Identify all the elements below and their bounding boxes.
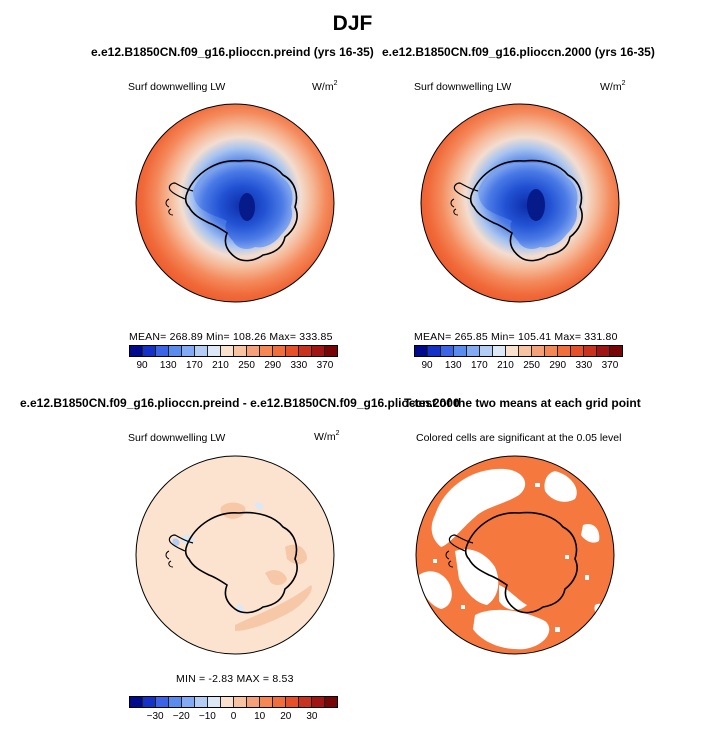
- panel2-colorbar-tick-label: 370: [601, 360, 619, 371]
- panel3-units: W/m2: [314, 430, 340, 443]
- panel4-subtitle: Colored cells are significant at the 0.0…: [416, 432, 622, 444]
- panel1-colorbar-tick-label: 130: [159, 360, 177, 371]
- panel1-colorbar-swatch: [286, 346, 299, 356]
- panel3-colorbar-tick-label: 20: [280, 711, 292, 722]
- panel3-colorbar-swatch: [260, 697, 273, 707]
- panel2-colorbar-tick-label: 290: [549, 360, 567, 371]
- panel3-colorbar-swatch: [273, 697, 286, 707]
- panel1-colorbar-swatch: [195, 346, 208, 356]
- panel2-colorbar-tick-label: 250: [523, 360, 540, 371]
- panel2-colorbar-swatch: [493, 346, 506, 356]
- panel1-colorbar-swatch: [312, 346, 325, 356]
- panel1-units: W/m2: [312, 80, 338, 93]
- panel3-colorbar-swatch: [195, 697, 208, 707]
- panel1-colorbar-swatch: [208, 346, 221, 356]
- panel3-colorbar-swatch: [312, 697, 325, 707]
- panel1-colorbar-tick-label: 210: [212, 360, 229, 371]
- panel1-colorbar-swatch: [130, 346, 143, 356]
- panel2-variable-label: Surf downwelling LW: [414, 81, 512, 93]
- panel2-colorbar-swatch: [545, 346, 558, 356]
- panel3-colorbar-swatch: [234, 697, 247, 707]
- panel1-colorbar-tick-label: 170: [185, 360, 203, 371]
- panel3-colorbar-tick-label: 30: [306, 711, 318, 722]
- panel2-stats: MEAN= 265.85 Min= 105.41 Max= 331.80: [414, 331, 618, 343]
- panel3-case-title: e.e12.B1850CN.f09_g16.plioccn.preind - e…: [20, 396, 460, 410]
- panel1-variable-label: Surf downwelling LW: [128, 81, 226, 93]
- panel1-colorbar-swatch: [143, 346, 156, 356]
- main-title: DJF: [332, 12, 373, 35]
- panel3-colorbar-swatch: [156, 697, 169, 707]
- panel2-colorbar-swatch: [532, 346, 545, 356]
- panel2-colorbar-tick-label: 90: [421, 360, 433, 371]
- panel1-map: [135, 103, 335, 303]
- panel3-colorbar-swatch: [130, 697, 143, 707]
- panel2-colorbar-swatch: [558, 346, 571, 356]
- panel3-stats: MIN = -2.83 MAX = 8.53: [176, 673, 294, 685]
- panel3-variable-label: Surf downwelling LW: [128, 432, 226, 444]
- panel1-colorbar-tick-label: 90: [136, 360, 148, 371]
- panel2-colorbar-tick-label: 130: [444, 360, 462, 371]
- panel2-colorbar-swatch: [480, 346, 493, 356]
- panel2-colorbar-tick-label: 210: [497, 360, 514, 371]
- panel3-colorbar-tick-label: −30: [146, 711, 164, 722]
- panel3-map: [135, 455, 335, 655]
- panel4-case-title: T-test of the two means at each grid poi…: [404, 396, 641, 410]
- panel4-map: [415, 455, 615, 655]
- panel2-colorbar-swatch: [441, 346, 454, 356]
- panel1-colorbar-swatch: [273, 346, 286, 356]
- panel2-colorbar-swatch: [467, 346, 480, 356]
- panel3-colorbar-swatch: [299, 697, 312, 707]
- panel1-colorbar-swatch: [182, 346, 195, 356]
- panel1-colorbar-swatch: [234, 346, 247, 356]
- panel3-colorbar-tick-label: 10: [254, 711, 266, 722]
- panel2-colorbar: [414, 345, 623, 357]
- panel2-colorbar-swatch: [454, 346, 467, 356]
- panel3-colorbar-tick-label: 0: [230, 711, 237, 722]
- panel1-stats: MEAN= 268.89 Min= 108.26 Max= 333.85: [129, 331, 333, 343]
- panel2-colorbar-swatch: [506, 346, 519, 356]
- panel2-colorbar-swatch: [428, 346, 441, 356]
- panel2-colorbar-swatch: [519, 346, 532, 356]
- panel2-colorbar-tick-label: 170: [470, 360, 488, 371]
- panel3-colorbar-swatch: [221, 697, 234, 707]
- panel3-colorbar-swatch: [325, 697, 337, 707]
- panel1-colorbar-swatch: [247, 346, 260, 356]
- panel3-colorbar-swatch: [169, 697, 182, 707]
- panel1-colorbar-swatch: [299, 346, 312, 356]
- panel2-colorbar-swatch: [597, 346, 610, 356]
- panel3-colorbar-tick-label: −10: [198, 711, 216, 722]
- panel1-colorbar-tick-label: 370: [316, 360, 334, 371]
- panel3-colorbar-tick-label: −20: [172, 711, 190, 722]
- panel1-colorbar-tick-label: 330: [290, 360, 308, 371]
- panel1-colorbar-swatch: [221, 346, 234, 356]
- panel3-colorbar-swatch: [286, 697, 299, 707]
- panel3-colorbar-swatch: [143, 697, 156, 707]
- panel1-colorbar-swatch: [156, 346, 169, 356]
- panel2-colorbar-swatch: [571, 346, 584, 356]
- panel1-colorbar-swatch: [260, 346, 273, 356]
- panel2-map: [420, 103, 620, 303]
- panel1-case-title: e.e12.B1850CN.f09_g16.plioccn.preind (yr…: [91, 45, 374, 59]
- panel2-colorbar-tick-label: 330: [575, 360, 593, 371]
- panel3-colorbar-swatch: [182, 697, 195, 707]
- panel2-case-title: e.e12.B1850CN.f09_g16.plioccn.2000 (yrs …: [382, 45, 655, 59]
- panel2-colorbar-swatch: [610, 346, 622, 356]
- panel1-colorbar-swatch: [169, 346, 182, 356]
- panel3-colorbar: [129, 696, 338, 708]
- panel1-colorbar: [129, 345, 338, 357]
- panel2-colorbar-swatch: [415, 346, 428, 356]
- panel3-colorbar-swatch: [247, 697, 260, 707]
- panel1-colorbar-swatch: [325, 346, 337, 356]
- panel2-colorbar-swatch: [584, 346, 597, 356]
- panel3-colorbar-swatch: [208, 697, 221, 707]
- panel1-colorbar-tick-label: 290: [264, 360, 282, 371]
- panel1-colorbar-tick-label: 250: [238, 360, 255, 371]
- panel2-units: W/m2: [600, 80, 626, 93]
